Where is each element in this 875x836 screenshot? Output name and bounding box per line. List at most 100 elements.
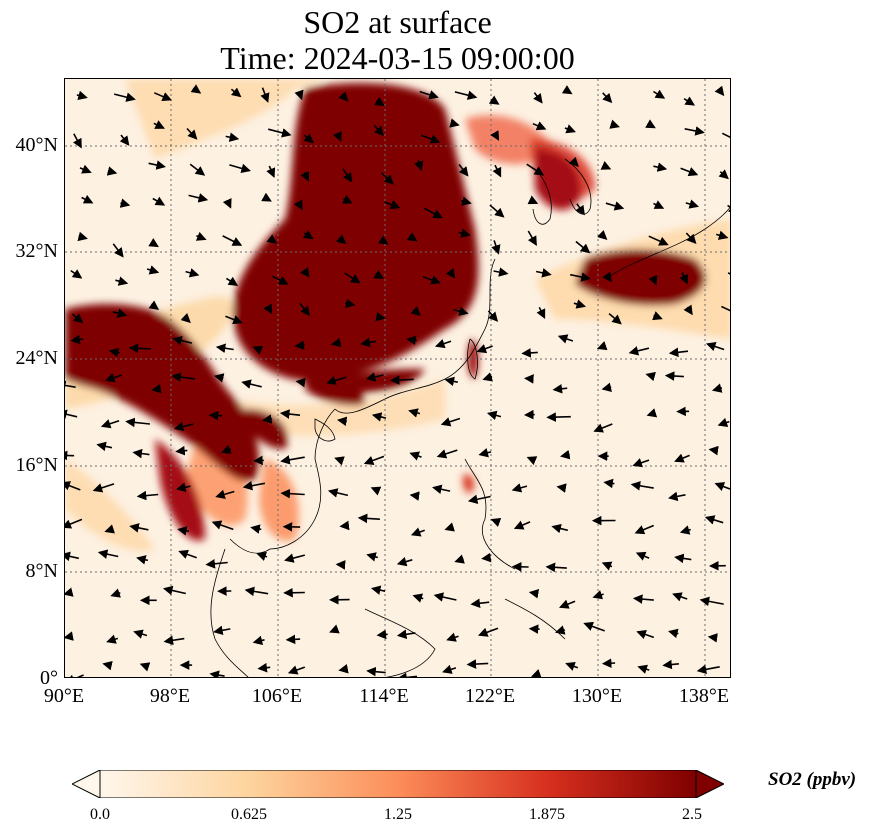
wind-vector — [293, 199, 303, 211]
wind-vector — [727, 203, 730, 214]
wind-vector — [535, 268, 552, 278]
wind-vector — [635, 551, 650, 561]
lat-label-40n: 40°N — [15, 134, 58, 156]
wind-vector — [493, 267, 509, 277]
wind-vector — [592, 590, 604, 600]
wind-vector — [664, 371, 684, 381]
wind-vector — [679, 525, 691, 535]
wind-vector — [583, 621, 605, 632]
wind-vector — [408, 408, 421, 418]
wind-vector — [605, 201, 625, 211]
lat-label-16n: 16°N — [15, 454, 58, 476]
wind-vector — [489, 204, 505, 218]
wind-vector — [341, 194, 353, 204]
wind-vector — [384, 200, 401, 210]
wind-vector — [683, 304, 693, 316]
wind-vector — [568, 156, 579, 168]
wind-vector — [636, 629, 655, 640]
wind-vector — [718, 169, 729, 180]
wind-vector — [222, 198, 232, 209]
wind-vector — [526, 163, 545, 176]
wind-vector — [564, 124, 576, 134]
wind-vector — [65, 518, 83, 529]
wind-vector — [371, 412, 387, 422]
wind-vector — [601, 382, 612, 392]
wind-vector — [556, 483, 567, 493]
wind-vector — [190, 84, 202, 94]
wind-vector — [211, 520, 234, 531]
wind-vector — [97, 549, 119, 559]
wind-vector — [334, 456, 345, 466]
wind-vector — [410, 527, 425, 537]
wind-vector — [545, 562, 567, 573]
wind-vector — [396, 629, 416, 640]
wind-vector — [148, 160, 166, 170]
wind-vector — [108, 347, 120, 358]
wind-vector — [230, 87, 242, 98]
wind-vector — [406, 232, 418, 242]
colorbar-tick-3: 1.875 — [529, 806, 565, 823]
wind-vector — [119, 198, 131, 208]
wind-vector — [511, 483, 528, 493]
wind-vector — [714, 482, 730, 492]
wind-vector — [705, 341, 725, 352]
wind-vector — [294, 89, 304, 101]
wind-vector — [554, 625, 566, 635]
wind-vector — [432, 484, 451, 494]
wind-vector — [467, 494, 491, 504]
lon-label-114e: 114°E — [359, 685, 409, 707]
wind-vector — [653, 162, 668, 172]
wind-vector — [225, 276, 239, 286]
wind-vector — [215, 343, 234, 354]
wind-vector — [65, 380, 76, 391]
wind-vector — [674, 453, 690, 463]
wind-vector — [136, 490, 159, 501]
wind-vector — [96, 441, 113, 452]
wind-vector — [339, 520, 350, 531]
wind-vector — [338, 91, 349, 102]
wind-vector — [185, 268, 200, 278]
wind-vector — [279, 409, 301, 419]
wind-vector — [533, 92, 543, 104]
wind-vector — [652, 89, 666, 99]
wind-vector — [112, 243, 124, 258]
wind-vector — [302, 229, 314, 240]
wind-vector — [478, 448, 492, 458]
wind-vector — [685, 199, 700, 209]
wind-vector — [406, 335, 417, 346]
wind-vector — [482, 372, 493, 382]
wind-vector — [696, 664, 720, 675]
wind-vector — [561, 85, 573, 95]
wind-vector — [377, 235, 389, 245]
wind-vector — [453, 306, 469, 316]
wind-vector — [115, 276, 129, 286]
wind-vector — [225, 132, 240, 142]
wind-vector — [119, 134, 130, 146]
wind-vector — [478, 627, 499, 637]
wind-vector — [287, 665, 306, 675]
wind-vector — [648, 274, 658, 286]
wind-vector — [414, 159, 424, 172]
wind-vector — [601, 561, 613, 571]
wind-vector — [151, 383, 162, 394]
wind-vector — [366, 552, 379, 562]
wind-vector — [632, 594, 654, 604]
wind-vector — [630, 481, 654, 491]
wind-vector — [530, 669, 542, 677]
wind-vector — [532, 121, 547, 131]
map-plot-area — [64, 78, 731, 678]
wind-vector — [72, 133, 82, 149]
wind-vector — [335, 560, 346, 570]
wind-vector — [449, 118, 460, 128]
wind-vector — [715, 230, 729, 240]
wind-vector — [252, 635, 265, 646]
wind-vector — [637, 664, 650, 674]
wind-vector — [608, 312, 622, 325]
wind-vector — [409, 451, 422, 461]
wind-vector — [250, 524, 262, 534]
wind-vector — [513, 520, 531, 530]
lat-label-24n: 24°N — [15, 347, 58, 369]
map-title: SO2 at surface — [303, 4, 492, 40]
wind-vector — [444, 522, 455, 532]
wind-vector — [222, 235, 243, 246]
